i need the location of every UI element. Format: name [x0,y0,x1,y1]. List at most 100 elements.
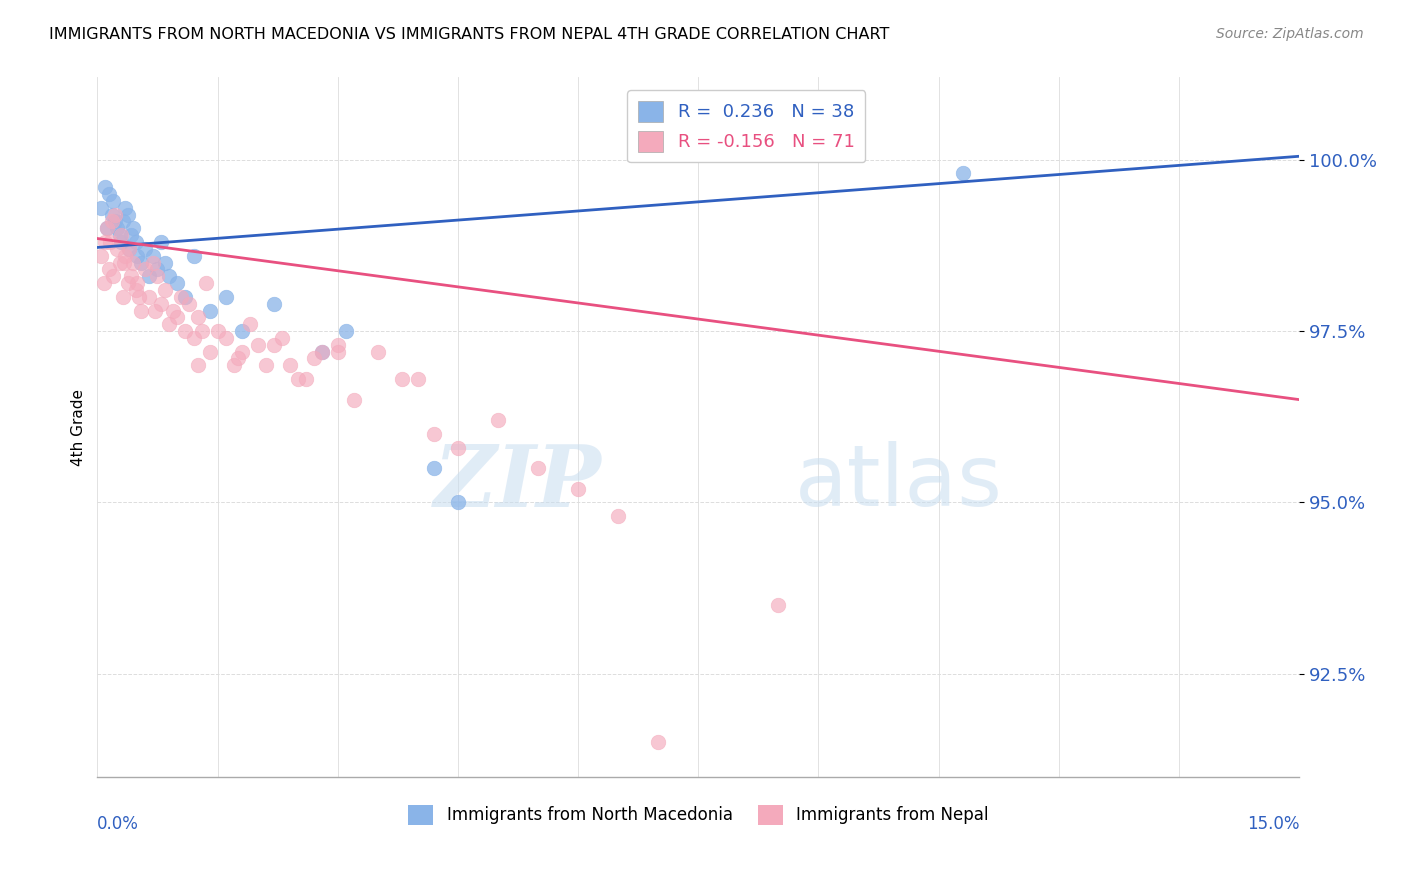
Point [96,221,118,235]
Point [166,310,188,325]
Point [138,269,160,284]
Point [326,344,349,359]
Point [111,290,134,304]
Legend: Immigrants from North Macedonia, Immigrants from Nepal: Immigrants from North Macedonia, Immigra… [402,798,995,831]
Point [190,324,212,338]
Point [270,331,292,345]
Point [447,495,470,509]
Point [90,249,112,263]
Point [93,276,115,290]
Point [222,359,245,373]
Point [231,344,253,359]
Point [231,324,253,338]
Point [239,317,262,331]
Point [155,283,177,297]
Point [122,255,145,269]
Point [311,344,333,359]
Point [98,262,121,277]
Point [263,338,285,352]
Point [198,303,221,318]
Point [112,255,135,269]
Text: Source: ZipAtlas.com: Source: ZipAtlas.com [1216,27,1364,41]
Point [343,392,366,407]
Point [263,296,285,310]
Point [117,276,139,290]
Point [146,269,169,284]
Point [118,242,141,256]
Point [179,296,201,310]
Point [254,359,277,373]
Point [125,283,148,297]
Point [131,255,153,269]
Point [527,461,550,475]
Point [246,338,269,352]
Point [391,372,413,386]
Point [278,359,301,373]
Point [159,269,181,284]
Point [114,201,136,215]
Point [367,344,389,359]
Point [125,235,148,249]
Point [162,303,184,318]
Point [108,255,131,269]
Point [110,228,132,243]
Point [214,290,236,304]
Point [174,290,197,304]
Point [110,235,132,249]
Text: 15.0%: 15.0% [1247,815,1299,833]
Point [214,331,236,345]
Point [100,208,122,222]
Point [127,276,149,290]
Point [174,324,197,338]
Point [96,221,118,235]
Point [142,249,165,263]
Point [159,317,181,331]
Point [194,276,217,290]
Point [117,208,139,222]
Point [111,214,134,228]
Point [104,208,127,222]
Point [406,372,429,386]
Point [166,276,188,290]
Point [647,735,669,749]
Point [486,413,509,427]
Point [128,290,150,304]
Point [90,201,112,215]
Point [120,269,142,284]
Point [186,310,208,325]
Point [198,344,221,359]
Text: IMMIGRANTS FROM NORTH MACEDONIA VS IMMIGRANTS FROM NEPAL 4TH GRADE CORRELATION C: IMMIGRANTS FROM NORTH MACEDONIA VS IMMIG… [49,27,890,42]
Point [98,235,121,249]
Point [131,303,153,318]
Text: ZIP: ZIP [434,442,602,524]
Point [105,242,128,256]
Point [447,441,470,455]
Point [607,509,630,524]
Point [114,249,136,263]
Point [142,255,165,269]
Point [150,296,173,310]
Point [143,303,166,318]
Point [287,372,309,386]
Point [170,290,193,304]
Point [103,194,125,208]
Point [326,338,349,352]
Point [155,255,177,269]
Point [103,269,125,284]
Point [423,461,446,475]
Point [100,214,122,228]
Point [311,344,333,359]
Point [207,324,229,338]
Point [105,221,128,235]
Point [104,214,127,228]
Point [186,359,208,373]
Point [146,262,169,277]
Point [952,166,974,180]
Point [183,331,205,345]
Point [567,482,589,496]
Point [134,242,156,256]
Point [94,180,117,194]
Point [98,186,121,201]
Text: atlas: atlas [794,442,1002,524]
Point [134,262,156,277]
